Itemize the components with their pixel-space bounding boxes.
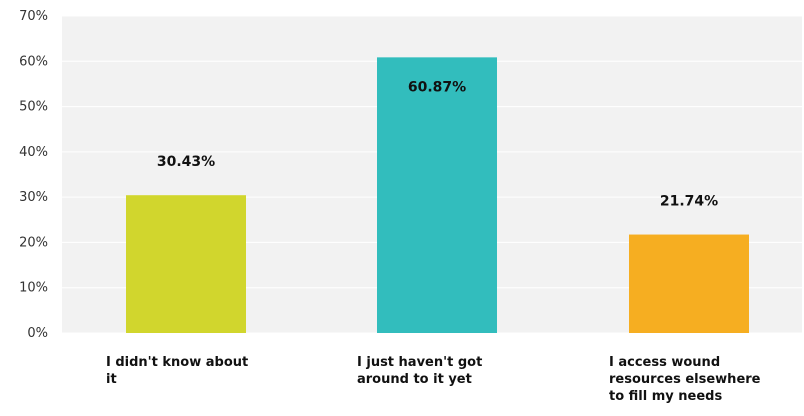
y-axis-ticks: 0% 10% 20% 30% 40% 50% 60% 70% [19,9,48,341]
data-label: 21.74% [660,194,718,210]
category-label: I access wound [609,355,720,370]
y-tick-label: 60% [19,54,48,69]
category-label: resources elsewhere [609,372,761,387]
category-label: it [106,372,117,387]
y-tick-label: 40% [19,145,48,160]
y-tick-label: 70% [19,9,48,24]
bars [126,57,749,333]
bar [629,234,749,333]
data-labels: 30.43% 60.87% 21.74% [157,79,718,209]
category-label: I just haven't got [357,355,482,370]
y-tick-label: 50% [19,100,48,115]
data-label: 30.43% [157,154,215,170]
y-tick-label: 0% [27,326,48,341]
y-tick-label: 20% [19,235,48,250]
bar [126,195,246,333]
category-label: I didn't know about [106,355,248,370]
y-tick-label: 10% [19,281,48,296]
category-label: to fill my needs [609,389,722,404]
y-tick-label: 30% [19,190,48,205]
category-label: around to it yet [357,372,472,387]
x-axis-labels: I didn't know about it I just haven't got a… [106,355,761,404]
data-label: 60.87% [408,79,466,95]
bar [377,57,497,333]
